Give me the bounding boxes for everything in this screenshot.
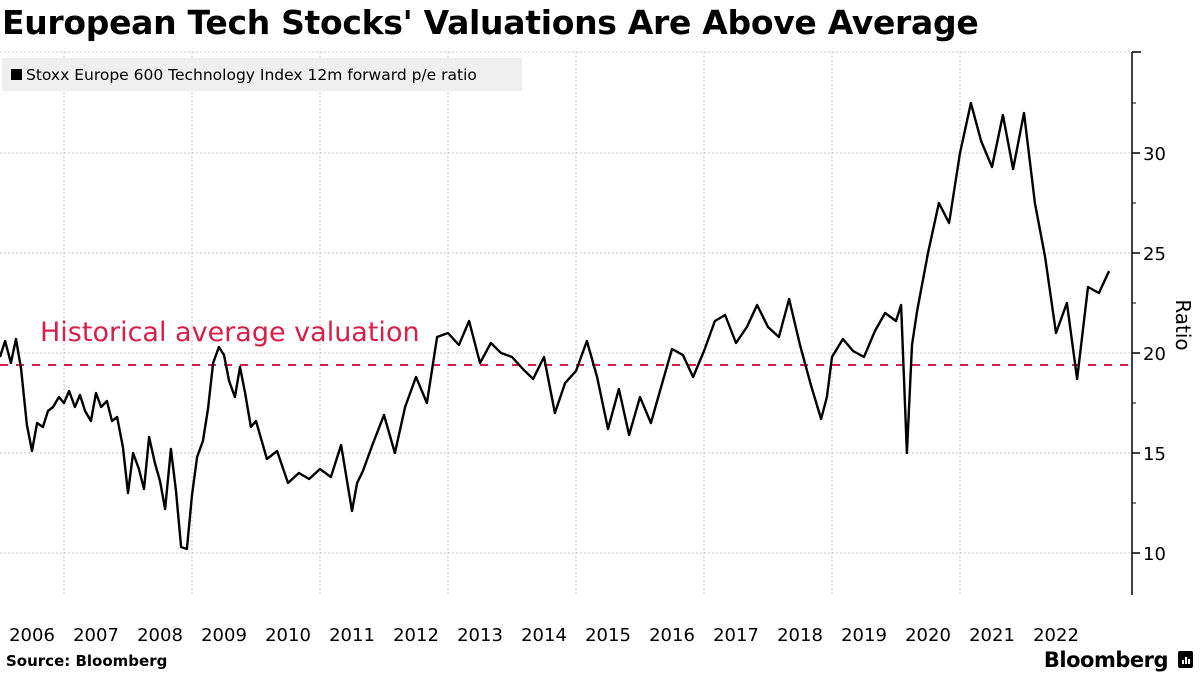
y-tick-label: 20 [1143,344,1166,365]
legend: Stoxx Europe 600 Technology Index 12m fo… [2,58,522,91]
legend-swatch-icon [11,69,22,80]
x-tick-label: 2016 [649,625,695,646]
x-axis: 2006 2007 2008 2009 2010 2011 2012 2013 2014 2015… [9,625,1079,646]
x-tick-label: 2013 [457,625,503,646]
x-tick-label: 2012 [393,625,439,646]
x-tick-label: 2009 [201,625,247,646]
x-tick-label: 2022 [1033,625,1079,646]
y-tick-label: 25 [1143,244,1166,265]
x-tick-label: 2015 [585,625,631,646]
y-tick-label: 15 [1143,444,1166,465]
y-tick-label: 30 [1143,144,1166,165]
x-tick-label: 2019 [841,625,887,646]
x-tick-label: 2017 [713,625,759,646]
source-note: Source: Bloomberg [6,652,168,670]
gridlines [0,51,1132,595]
x-tick-label: 2014 [521,625,567,646]
x-tick-label: 2018 [777,625,823,646]
x-tick-label: 2007 [73,625,119,646]
y-tick-label: 10 [1143,544,1166,565]
y-axis-label: Ratio [1171,299,1195,350]
x-tick-label: 2020 [905,625,951,646]
x-tick-label: 2008 [137,625,183,646]
y-axis: 10 15 20 25 30 [1131,51,1166,595]
x-tick-label: 2006 [9,625,55,646]
chart-title: European Tech Stocks' Valuations Are Abo… [2,3,979,42]
legend-label: Stoxx Europe 600 Technology Index 12m fo… [26,65,477,84]
brand-logo: Bloomberg [1043,648,1169,672]
series-line [0,101,1111,551]
bloomberg-chart-icon [1178,651,1193,668]
x-tick-label: 2010 [265,625,311,646]
average-annotation: Historical average valuation [40,317,420,348]
x-tick-label: 2011 [329,625,375,646]
x-tick-label: 2021 [969,625,1015,646]
